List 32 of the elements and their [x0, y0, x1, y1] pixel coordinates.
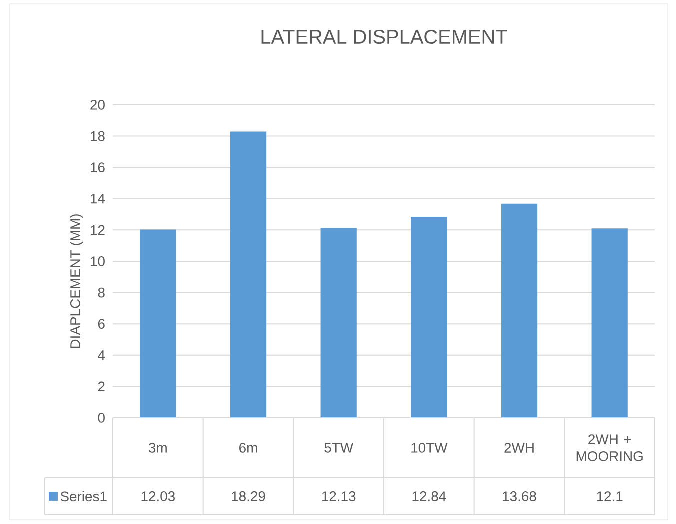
y-tick-label: 6: [98, 319, 105, 330]
y-tick-label: 0: [98, 413, 105, 423]
y-tick-label: 16: [91, 162, 105, 173]
y-tick-label: 14: [91, 194, 106, 204]
y-tick-label: 20: [90, 100, 105, 110]
x-tick-label: 5TW: [324, 443, 354, 453]
bar: [230, 132, 267, 418]
y-tick-label: 18: [91, 131, 105, 142]
data-label: 12.84: [412, 492, 446, 502]
chart-title: LATERAL DISPLACEMENT: [262, 30, 508, 44]
y-tick-label: 8: [98, 288, 105, 298]
data-label: 12.1: [597, 492, 623, 502]
y-tick-label: 12: [91, 225, 105, 236]
data-label: 12.03: [142, 492, 176, 502]
y-tick-label: 2: [98, 382, 105, 392]
bar: [320, 228, 357, 418]
x-tick-label: 6m: [240, 443, 258, 453]
x-tick-label: 10TW: [412, 443, 448, 453]
x-tick-label: 2WH: [504, 443, 534, 453]
bar: [411, 217, 448, 418]
y-tick-label: 4: [98, 350, 106, 360]
bar: [501, 204, 538, 418]
y-axis-title: DIAPLCEMENT (MM): [70, 214, 84, 348]
legend-label: Series1: [60, 491, 107, 502]
data-label: 18.29: [232, 492, 266, 502]
bar: [140, 230, 176, 418]
bar: [592, 228, 628, 418]
y-tick-label: 10: [91, 256, 105, 266]
data-label: 13.68: [503, 492, 536, 502]
x-tick-label: 2WH + MOORING: [576, 434, 643, 462]
x-tick-label: 3m: [149, 443, 167, 453]
data-label: 12.13: [322, 492, 356, 502]
